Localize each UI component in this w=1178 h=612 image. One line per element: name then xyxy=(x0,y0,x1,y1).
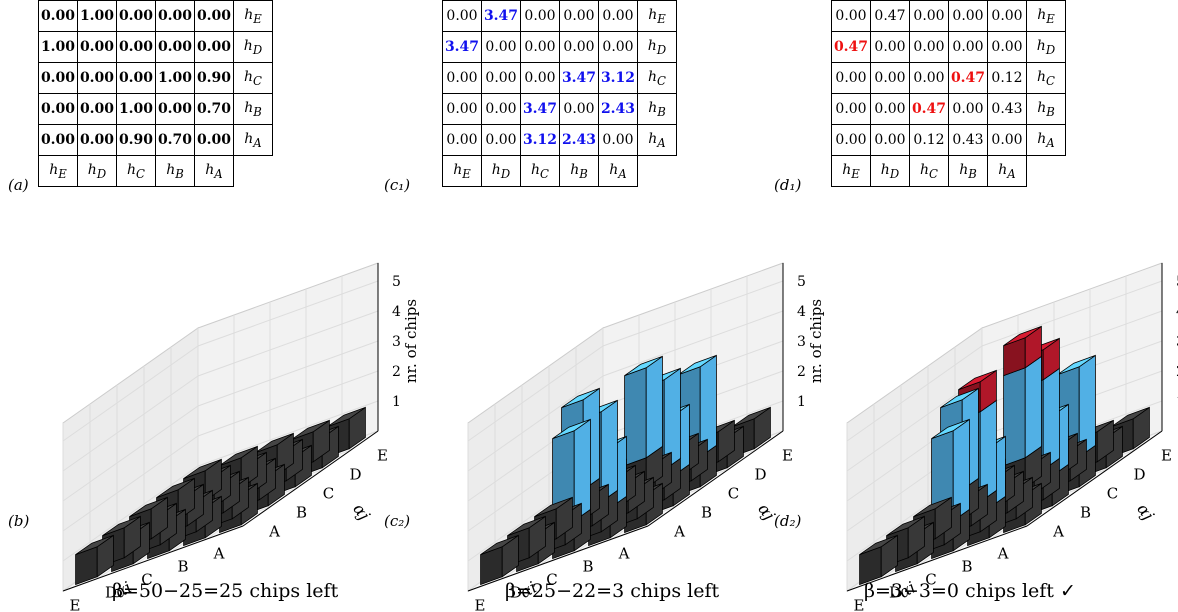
y-tick-label: C xyxy=(728,485,739,503)
x-tick-label: A xyxy=(618,545,630,563)
z-tick-label: 3 xyxy=(392,334,401,350)
y-tick-label: D xyxy=(349,466,361,484)
y-tick-label: C xyxy=(1107,485,1118,503)
z-tick-label: 4 xyxy=(392,304,401,320)
z-tick-label: 5 xyxy=(392,274,401,290)
bar-blue-segment xyxy=(1025,356,1041,457)
bar-blue-segment xyxy=(1004,368,1026,466)
bar-blue-segment xyxy=(625,368,647,466)
x-tick-label: B xyxy=(582,558,593,576)
caption-c2: β=25−22=3 chips left xyxy=(505,580,719,602)
caption-b: β=50−25=25 chips left xyxy=(112,580,338,602)
y-tick-label: E xyxy=(377,447,388,465)
x-tick-label: E xyxy=(475,597,486,612)
y-tick-label: D xyxy=(1133,466,1145,484)
y-tick-label: D xyxy=(754,466,766,484)
caption-d2: β=3−3=0 chips left ✓ xyxy=(864,580,1076,602)
x-tick-label: E xyxy=(854,597,865,612)
x-tick-label: A xyxy=(213,545,225,563)
x-tick-label: E xyxy=(70,597,81,612)
x-tick-label: B xyxy=(177,558,188,576)
z-axis-label: nr. of chips xyxy=(402,299,420,383)
z-tick-label: 1 xyxy=(797,394,806,410)
y-axis-label: αj xyxy=(1133,500,1158,524)
z-tick-label: 4 xyxy=(797,304,806,320)
y-tick-label: E xyxy=(782,447,793,465)
y-tick-label: B xyxy=(296,504,307,522)
y-tick-label: A xyxy=(1052,523,1064,541)
y-tick-label: E xyxy=(1161,447,1172,465)
z-axis-label: nr. of chips xyxy=(807,299,825,383)
z-tick-label: 5 xyxy=(797,274,806,290)
y-axis-label: αj xyxy=(349,500,374,524)
y-axis-label: αj xyxy=(754,500,779,524)
z-tick-label: 2 xyxy=(797,364,806,380)
z-tick-label: 1 xyxy=(392,394,401,410)
bar-blue-segment xyxy=(646,356,662,457)
y-tick-label: A xyxy=(268,523,280,541)
z-tick-label: 3 xyxy=(797,334,806,350)
x-tick-label: B xyxy=(961,558,972,576)
y-tick-label: B xyxy=(1080,504,1091,522)
y-tick-label: C xyxy=(323,485,334,503)
z-tick-label: 2 xyxy=(392,364,401,380)
y-tick-label: A xyxy=(673,523,685,541)
y-tick-label: B xyxy=(701,504,712,522)
x-tick-label: A xyxy=(997,545,1009,563)
